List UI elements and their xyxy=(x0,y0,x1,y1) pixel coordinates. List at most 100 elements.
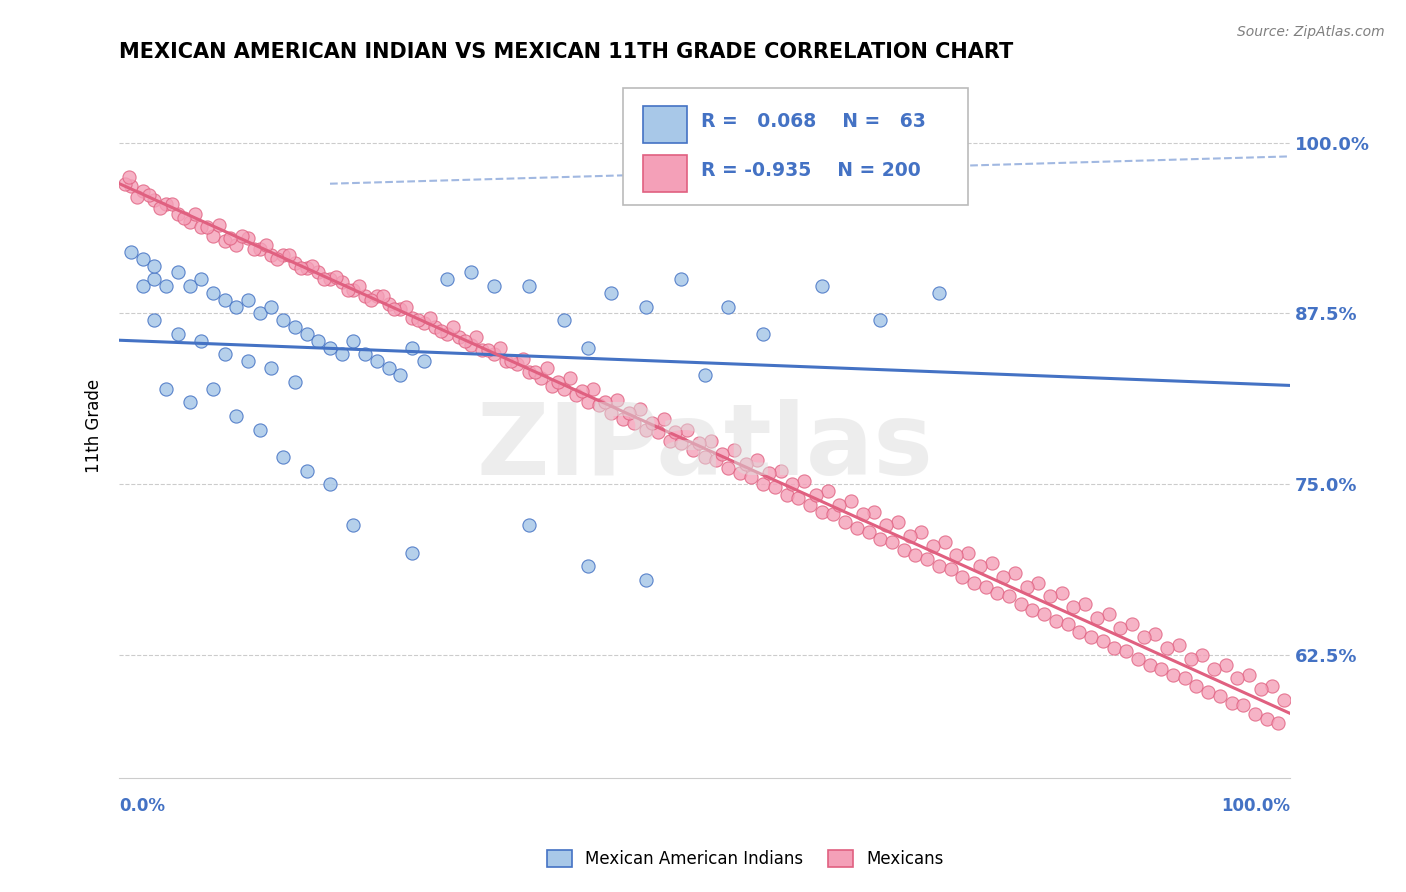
Point xyxy=(875,518,897,533)
Point xyxy=(325,269,347,284)
Point xyxy=(747,452,769,467)
Point xyxy=(1156,641,1178,656)
Point xyxy=(254,238,277,252)
Point xyxy=(1174,671,1197,685)
Point xyxy=(1062,600,1084,615)
Point xyxy=(214,347,236,361)
Point xyxy=(817,483,839,498)
Point xyxy=(898,529,921,543)
Point xyxy=(775,488,797,502)
Point xyxy=(179,279,201,293)
Point xyxy=(711,447,734,461)
Point xyxy=(260,300,283,314)
Point xyxy=(389,302,412,317)
Point xyxy=(799,498,821,512)
Point xyxy=(1256,712,1278,726)
Point xyxy=(869,532,891,546)
Point xyxy=(974,580,997,594)
Text: R =   0.068    N =   63: R = 0.068 N = 63 xyxy=(702,112,927,131)
Point xyxy=(1144,627,1167,641)
Point xyxy=(671,272,693,286)
Point xyxy=(295,464,318,478)
Point xyxy=(957,545,980,559)
Point xyxy=(342,334,364,348)
Point xyxy=(201,285,224,300)
Point xyxy=(576,341,599,355)
Point xyxy=(195,220,218,235)
Point xyxy=(652,411,675,425)
Point xyxy=(769,464,792,478)
Point xyxy=(1085,611,1108,625)
Point xyxy=(588,398,610,412)
Point xyxy=(939,562,962,576)
Point xyxy=(412,354,434,368)
Point xyxy=(1109,621,1132,635)
Point xyxy=(728,467,751,481)
Point xyxy=(1104,641,1126,656)
Point xyxy=(366,289,388,303)
Point xyxy=(425,320,447,334)
Point xyxy=(1033,607,1056,621)
Point xyxy=(271,313,294,327)
Point xyxy=(1021,603,1043,617)
Point xyxy=(763,480,786,494)
Point xyxy=(401,341,423,355)
Point xyxy=(117,169,139,184)
Point xyxy=(406,313,429,327)
Point xyxy=(517,365,540,379)
Point xyxy=(1097,607,1119,621)
Point xyxy=(980,557,1002,571)
Point xyxy=(928,559,950,574)
Text: R = -0.935    N = 200: R = -0.935 N = 200 xyxy=(702,161,921,180)
Point xyxy=(1244,706,1267,721)
Point xyxy=(593,395,616,409)
Point xyxy=(471,343,494,358)
Point xyxy=(307,265,329,279)
Point xyxy=(131,252,153,266)
Point xyxy=(1272,693,1295,707)
Point xyxy=(804,488,827,502)
Point xyxy=(389,368,412,382)
Point xyxy=(969,559,991,574)
Point xyxy=(307,334,329,348)
Point xyxy=(243,242,266,256)
Point xyxy=(190,334,212,348)
Point xyxy=(166,207,188,221)
Point xyxy=(600,285,623,300)
Point xyxy=(1232,698,1254,713)
Point xyxy=(506,357,529,371)
Point xyxy=(628,402,651,417)
Point xyxy=(928,285,950,300)
Text: 100.0%: 100.0% xyxy=(1220,797,1291,815)
Point xyxy=(249,242,271,256)
Point xyxy=(219,231,242,245)
Point xyxy=(793,475,815,489)
Point xyxy=(160,197,183,211)
Point xyxy=(295,261,318,276)
Point xyxy=(284,320,307,334)
Point xyxy=(706,452,728,467)
Point xyxy=(1039,589,1062,603)
Point xyxy=(1050,586,1073,600)
Point xyxy=(155,197,177,211)
Point xyxy=(342,283,364,297)
Point xyxy=(1121,616,1143,631)
Point xyxy=(214,293,236,307)
Point xyxy=(1185,679,1208,693)
Point xyxy=(558,370,581,384)
Point xyxy=(1215,657,1237,672)
Point xyxy=(114,177,136,191)
Point xyxy=(1237,668,1260,682)
Point xyxy=(131,184,153,198)
Point xyxy=(565,388,588,402)
Point xyxy=(1139,657,1161,672)
Point xyxy=(236,293,259,307)
Point xyxy=(810,279,832,293)
Point xyxy=(647,425,669,440)
Point xyxy=(904,548,927,562)
Point xyxy=(231,228,253,243)
FancyBboxPatch shape xyxy=(623,88,969,204)
Point xyxy=(699,434,721,448)
Point xyxy=(155,382,177,396)
Point xyxy=(636,423,658,437)
